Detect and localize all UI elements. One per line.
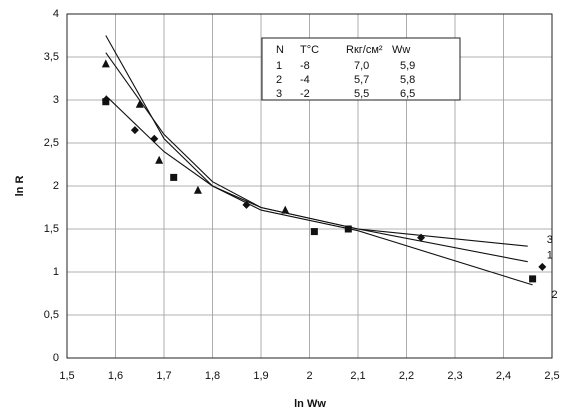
table-cell: 5,9 xyxy=(400,60,415,72)
y-tick-label: 0,5 xyxy=(44,309,59,321)
legend-table-box xyxy=(261,37,461,101)
diamond-marker xyxy=(417,233,426,242)
square-marker xyxy=(102,98,110,106)
square-marker xyxy=(529,275,537,283)
square-marker xyxy=(170,173,178,181)
y-tick-label: 3 xyxy=(53,94,59,106)
trend-line xyxy=(105,95,533,286)
table-cell: 7,0 xyxy=(354,60,369,72)
x-tick-label: 2,2 xyxy=(399,370,414,382)
trend-label: 1 xyxy=(547,250,553,262)
x-tick-label: 2,5 xyxy=(544,370,559,382)
triangle-marker xyxy=(281,205,290,214)
x-tick-label: 2,3 xyxy=(447,370,462,382)
table-header: T°C xyxy=(300,44,319,56)
x-tick-label: 1,7 xyxy=(156,370,171,382)
y-tick-label: 0 xyxy=(53,352,59,364)
triangle-marker xyxy=(155,155,164,164)
table-cell: 1 xyxy=(276,60,282,72)
table-cell: -8 xyxy=(300,60,310,72)
table-cell: -4 xyxy=(300,74,310,86)
x-tick-label: 1,5 xyxy=(59,370,74,382)
triangle-marker xyxy=(193,185,202,194)
y-tick-label: 1 xyxy=(53,266,59,278)
diamond-marker xyxy=(538,262,547,271)
table-header: N xyxy=(276,44,284,56)
table-cell: -2 xyxy=(300,88,310,100)
trend-label: 2 xyxy=(552,289,558,301)
table-header: Ww xyxy=(392,44,410,56)
square-marker xyxy=(310,228,318,236)
diamond-marker xyxy=(130,126,139,135)
x-tick-label: 1,6 xyxy=(108,370,123,382)
table-cell: 5,5 xyxy=(354,88,369,100)
table-cell: 3 xyxy=(276,88,282,100)
plot-frame xyxy=(66,13,553,359)
triangle-marker xyxy=(101,59,110,68)
y-tick-label: 2,5 xyxy=(44,137,59,149)
table-header: Rкг/см² xyxy=(346,44,383,56)
y-tick-label: 4 xyxy=(53,8,59,20)
x-tick-label: 2 xyxy=(306,370,312,382)
table-cell: 2 xyxy=(276,74,282,86)
diamond-marker xyxy=(242,200,251,209)
trend-line xyxy=(105,35,528,247)
table-cell: 5,7 xyxy=(354,74,369,86)
x-tick-label: 2,4 xyxy=(496,370,511,382)
y-tick-label: 2 xyxy=(53,180,59,192)
x-axis-label: ln Ww xyxy=(294,398,326,410)
x-tick-label: 2,1 xyxy=(350,370,365,382)
trend-label: 3 xyxy=(547,234,553,246)
y-tick-label: 3,5 xyxy=(44,51,59,63)
y-tick-label: 1,5 xyxy=(44,223,59,235)
diamond-marker xyxy=(150,134,159,143)
x-tick-label: 1,9 xyxy=(253,370,268,382)
triangle-marker xyxy=(135,99,144,108)
x-tick-label: 1,8 xyxy=(205,370,220,382)
table-cell: 5,8 xyxy=(400,74,415,86)
square-marker xyxy=(344,225,352,233)
y-axis-label: ln R xyxy=(14,176,26,197)
table-cell: 6,5 xyxy=(400,88,415,100)
